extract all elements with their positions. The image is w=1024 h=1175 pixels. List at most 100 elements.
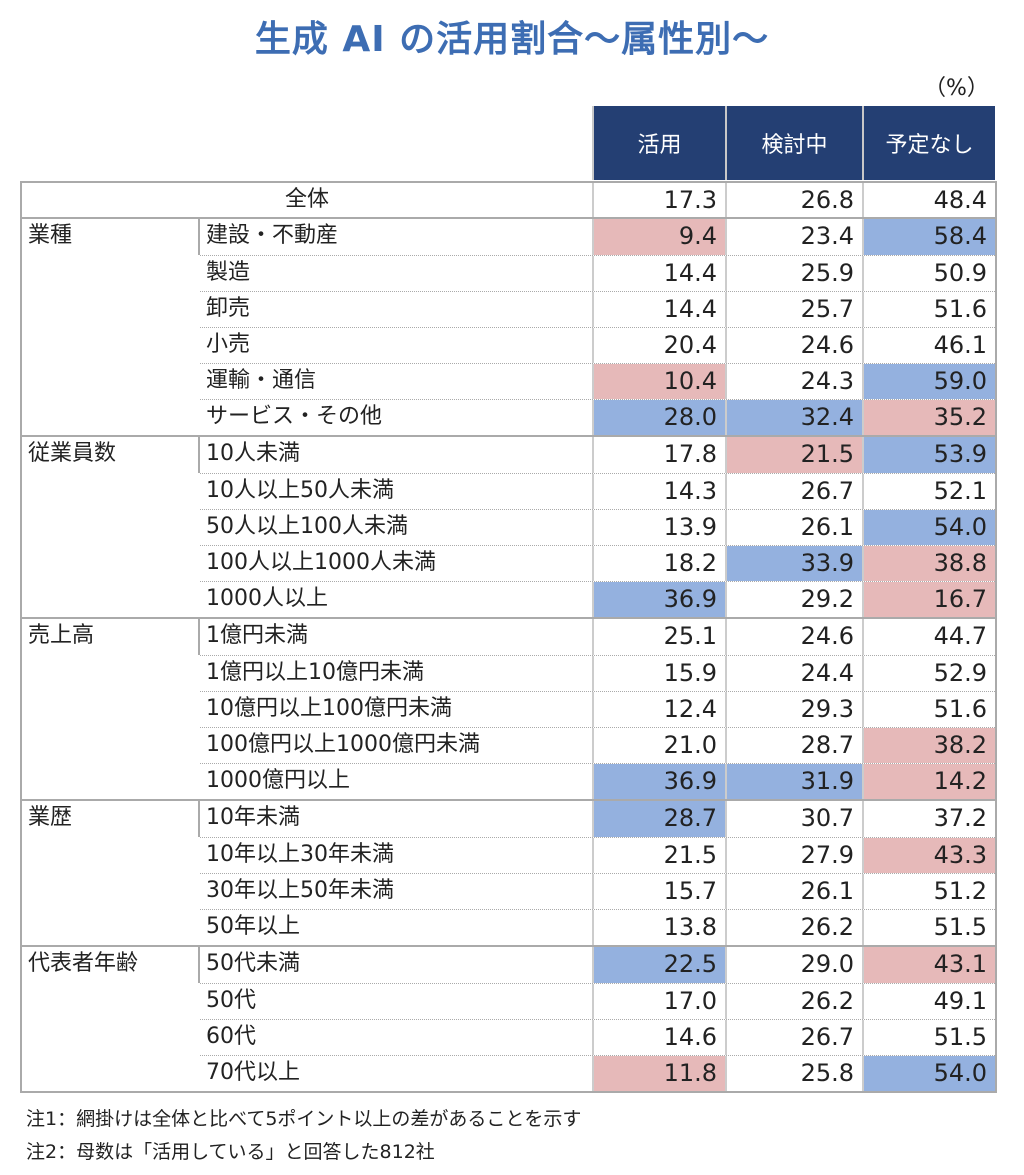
value-cell: 24.3	[725, 364, 862, 399]
value-cell: 18.2	[592, 546, 725, 581]
table-row: 1000億円以上 36.9 31.9 14.2	[200, 763, 995, 799]
table-row: 10年未満 28.7 30.7 37.2	[200, 801, 995, 837]
table-row: 運輸・通信 10.4 24.3 59.0	[200, 363, 995, 399]
value-cell: 26.2	[725, 984, 862, 1019]
value-cell: 14.4	[592, 256, 725, 291]
row-label: 建設・不動産	[206, 223, 339, 248]
value-cell: 25.9	[725, 256, 862, 291]
row-label: 10年未満	[206, 805, 300, 830]
table-row: 100億円以上1000億円未満 21.0 28.7 38.2	[200, 727, 995, 763]
value-cell: 51.6	[862, 292, 995, 327]
group-rows: 10人未満 17.8 21.5 53.9 10人以上50人未満 14.3 26.7 52.1 5…	[200, 437, 995, 617]
table-row: サービス・その他 28.0 32.4 35.2	[200, 399, 995, 435]
value-cell: 24.6	[725, 328, 862, 363]
value-cell: 52.9	[862, 656, 995, 691]
note-2: 注2：母数は「活用している」と回答した812社	[26, 1141, 435, 1163]
column-header-kentouchu: 検討中	[725, 106, 862, 180]
value-cell: 14.2	[862, 764, 995, 799]
value-cell: 24.4	[725, 656, 862, 691]
value-cell: 46.1	[862, 328, 995, 363]
row-label: 小売	[206, 332, 251, 357]
value-cell: 9.4	[592, 219, 725, 255]
row-label: 50人以上100人未満	[206, 514, 408, 539]
value-cell: 26.2	[725, 910, 862, 945]
value-cell: 36.9	[592, 582, 725, 617]
value-cell: 11.8	[592, 1056, 725, 1091]
value-cell: 20.4	[592, 328, 725, 363]
value-cell: 23.4	[725, 219, 862, 255]
value-cell: 51.6	[862, 692, 995, 727]
table-row: 卸売 14.4 25.7 51.6	[200, 291, 995, 327]
group-sections: 業種 建設・不動産 9.4 23.4 58.4 製造 14.4 25.9 50.9 卸売 14.4 2…	[22, 219, 995, 1091]
table-row: 10人以上50人未満 14.3 26.7 52.1	[200, 473, 995, 509]
group-section: 売上高 1億円未満 25.1 24.6 44.7 1億円以上10億円未満 15.9 24.4 5…	[22, 617, 995, 799]
value-cell: 35.2	[862, 400, 995, 435]
value-cell: 50.9	[862, 256, 995, 291]
value-cell: 31.9	[725, 764, 862, 799]
row-label: 10人未満	[206, 441, 300, 466]
group-rows: 1億円未満 25.1 24.6 44.7 1億円以上10億円未満 15.9 24.4 52.9…	[200, 619, 995, 799]
row-label: 1000人以上	[206, 586, 328, 611]
row-label: 1億円未満	[206, 623, 308, 648]
value-cell: 10.4	[592, 364, 725, 399]
row-label: 10人以上50人未満	[206, 478, 394, 503]
row-label: 30年以上50年未満	[206, 878, 394, 903]
row-label: 50代未満	[206, 951, 300, 976]
row-label: 卸売	[206, 296, 251, 321]
group-rows: 建設・不動産 9.4 23.4 58.4 製造 14.4 25.9 50.9 卸売 14.4 25.…	[200, 219, 995, 435]
table-row: 10人未満 17.8 21.5 53.9	[200, 437, 995, 473]
value-cell: 52.1	[862, 474, 995, 509]
value-cell: 38.2	[862, 728, 995, 763]
group-rows: 50代未満 22.5 29.0 43.1 50代 17.0 26.2 49.1 60代 14.6 2…	[200, 947, 995, 1091]
row-label: 1000億円以上	[206, 768, 350, 793]
value-cell: 21.5	[725, 437, 862, 473]
value-cell: 14.6	[592, 1020, 725, 1055]
row-label: 製造	[206, 260, 251, 285]
group-label: 従業員数	[22, 437, 200, 473]
group-label: 代表者年齢	[22, 947, 200, 983]
column-header-yoteinashi: 予定なし	[862, 106, 995, 180]
total-value: 17.3	[592, 183, 725, 217]
table-row: 50人以上100人未満 13.9 26.1 54.0	[200, 509, 995, 545]
row-label: 60代	[206, 1024, 256, 1049]
value-cell: 21.0	[592, 728, 725, 763]
group-label: 売上高	[22, 619, 200, 655]
total-value: 48.4	[862, 183, 995, 217]
value-cell: 25.8	[725, 1056, 862, 1091]
row-label: 50年以上	[206, 914, 300, 939]
value-cell: 38.8	[862, 546, 995, 581]
value-cell: 12.4	[592, 692, 725, 727]
value-cell: 53.9	[862, 437, 995, 473]
column-header-katsuyo: 活用	[592, 106, 725, 180]
group-section: 従業員数 10人未満 17.8 21.5 53.9 10人以上50人未満 14.3 26.7 5…	[22, 435, 995, 617]
value-cell: 28.7	[592, 801, 725, 837]
group-label: 業歴	[22, 801, 200, 837]
value-cell: 51.5	[862, 1020, 995, 1055]
table-row: 30年以上50年未満 15.7 26.1 51.2	[200, 873, 995, 909]
value-cell: 21.5	[592, 838, 725, 873]
table-row: 60代 14.6 26.7 51.5	[200, 1019, 995, 1055]
table-row: 1億円以上10億円未満 15.9 24.4 52.9	[200, 655, 995, 691]
value-cell: 26.7	[725, 474, 862, 509]
value-cell: 33.9	[725, 546, 862, 581]
row-label: 100人以上1000人未満	[206, 550, 436, 575]
value-cell: 49.1	[862, 984, 995, 1019]
value-cell: 17.8	[592, 437, 725, 473]
row-label: 70代以上	[206, 1060, 300, 1085]
value-cell: 54.0	[862, 1056, 995, 1091]
value-cell: 59.0	[862, 364, 995, 399]
value-cell: 15.9	[592, 656, 725, 691]
value-cell: 25.1	[592, 619, 725, 655]
value-cell: 44.7	[862, 619, 995, 655]
table-row: 50代 17.0 26.2 49.1	[200, 983, 995, 1019]
value-cell: 13.8	[592, 910, 725, 945]
value-cell: 24.6	[725, 619, 862, 655]
value-cell: 37.2	[862, 801, 995, 837]
value-cell: 28.7	[725, 728, 862, 763]
value-cell: 29.0	[725, 947, 862, 983]
group-section: 業種 建設・不動産 9.4 23.4 58.4 製造 14.4 25.9 50.9 卸売 14.4 2…	[22, 219, 995, 435]
value-cell: 30.7	[725, 801, 862, 837]
row-label: 1億円以上10億円未満	[206, 660, 424, 685]
note-1: 注1：網掛けは全体と比べて5ポイント以上の差があることを示す	[26, 1108, 582, 1130]
value-cell: 22.5	[592, 947, 725, 983]
